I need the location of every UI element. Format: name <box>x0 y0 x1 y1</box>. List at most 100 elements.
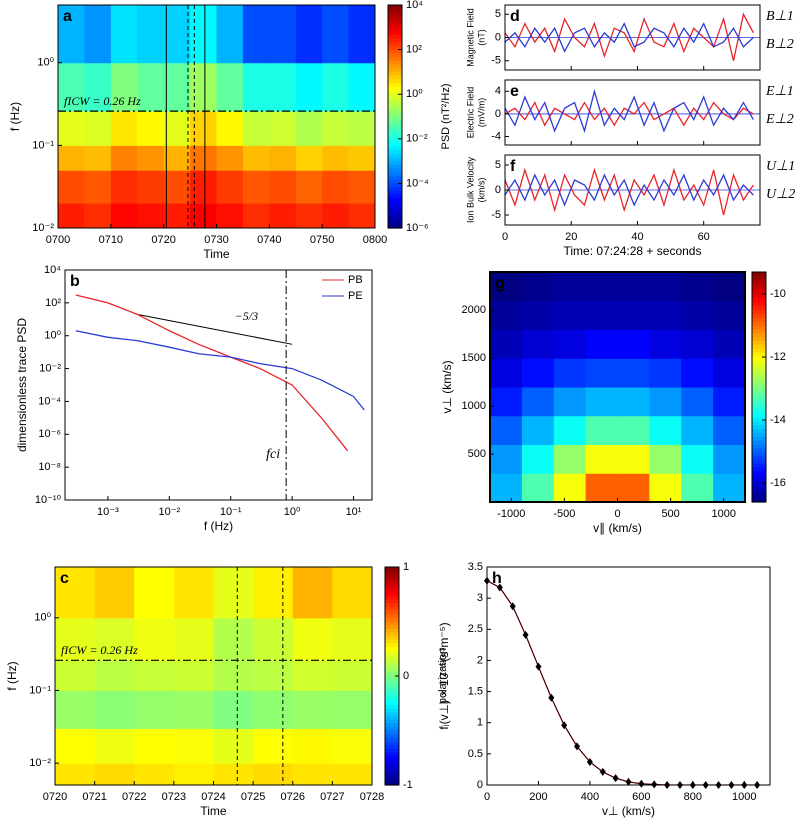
colorbar-strip <box>385 650 399 655</box>
panel-label: f <box>510 158 516 175</box>
colorbar-strip <box>388 34 402 40</box>
colorbar-strip <box>752 436 766 442</box>
colorbar-strip <box>752 417 766 423</box>
y-tick-label: 1 <box>477 717 483 729</box>
colorbar-strip <box>752 387 766 392</box>
colorbar-tick-label: 1 <box>403 561 409 573</box>
heat-cell <box>253 690 294 729</box>
colorbar-strip <box>385 759 399 764</box>
colorbar-strip <box>752 379 766 384</box>
colorbar-strip <box>388 45 402 51</box>
colorbar-strip <box>752 390 766 396</box>
heat-cell <box>649 387 682 417</box>
colorbar-strip <box>385 686 399 692</box>
colorbar-strip <box>388 94 402 99</box>
y-tick-label: 10⁻² <box>39 362 61 374</box>
colorbar-strip <box>388 201 402 207</box>
colorbar-strip <box>388 105 402 110</box>
colorbar-strip <box>385 719 399 724</box>
heat-cell <box>137 145 165 171</box>
panel: -1 0 1 polarization fICW = 0.26 Hz 0720 0721 07… <box>5 561 449 818</box>
x-tick-label: 10⁻² <box>158 506 180 518</box>
heat-cell <box>713 358 745 388</box>
x-tick-label: 0 <box>484 791 490 803</box>
heat-cell <box>292 617 333 661</box>
marker <box>612 774 619 783</box>
heat-cell <box>58 5 85 64</box>
colorbar-tick-label: 10⁻⁶ <box>406 222 429 234</box>
x-tick-label: 1000 <box>732 791 756 803</box>
colorbar-strip <box>388 8 402 14</box>
heat-cell <box>681 415 714 445</box>
marker <box>535 662 542 671</box>
heat-cell <box>269 111 297 146</box>
colorbar-strip <box>752 291 766 296</box>
heat-cell <box>58 111 85 146</box>
heat-cell <box>269 203 297 228</box>
colorbar-strip <box>385 712 399 717</box>
heat-cell <box>269 145 297 171</box>
colorbar-strip <box>385 632 399 637</box>
heat-cell <box>55 690 96 729</box>
heat-cell <box>94 567 135 619</box>
colorbar-strip <box>388 142 402 147</box>
heat-cell <box>713 444 745 474</box>
heat-cell <box>490 444 523 474</box>
heat-cell <box>332 763 372 785</box>
y-tick-label: 10⁻¹⁰ <box>35 494 62 506</box>
colorbar-strip <box>385 694 399 699</box>
heat-cell <box>163 5 191 64</box>
colorbar-strip <box>752 425 766 430</box>
y-tick-label: 10⁻⁸ <box>38 461 61 473</box>
colorbar-strip <box>752 444 766 449</box>
colorbar-strip <box>752 413 766 419</box>
series-line <box>505 167 754 216</box>
colorbar-strip <box>752 364 766 369</box>
heat-cell <box>55 617 96 661</box>
heat-cell <box>553 300 587 330</box>
heat-cell <box>137 5 165 64</box>
heat-cell <box>553 358 587 388</box>
heat-cell <box>521 387 555 417</box>
series-line <box>487 580 758 785</box>
colorbar-strip <box>388 157 402 162</box>
colorbar-strip <box>385 603 399 608</box>
plot-area <box>505 88 760 134</box>
colorbar-strip <box>388 57 402 62</box>
colorbar-tick-label: 10⁻⁴ <box>406 177 429 189</box>
colorbar-tick-label: -1 <box>403 779 413 791</box>
x-tick-label: 0725 <box>241 791 265 803</box>
heat-cell <box>292 763 333 785</box>
heat-cell <box>84 111 112 146</box>
colorbar-strip <box>385 726 399 732</box>
colorbar-strip <box>388 19 402 25</box>
heat-cell <box>713 329 745 359</box>
x-tick-label: 800 <box>684 791 702 803</box>
colorbar-strip <box>388 31 402 36</box>
marker <box>496 583 503 592</box>
colorbar-strip <box>752 356 766 361</box>
x-tick-label: 0727 <box>320 791 344 803</box>
colorbar-strip <box>388 12 402 17</box>
heat-cell <box>94 617 135 661</box>
heat-cell <box>585 329 618 359</box>
heat-cell <box>295 203 323 228</box>
y-tick-label: 10⁻² <box>32 222 54 234</box>
colorbar-strip <box>388 179 402 184</box>
colorbar-strip <box>752 452 766 457</box>
colorbar-strip <box>385 705 399 710</box>
x-tick-label: 0740 <box>257 234 281 246</box>
y-axis-label: (km/s) <box>476 178 486 203</box>
colorbar-strip <box>752 279 766 285</box>
colorbar-frame <box>751 271 767 503</box>
colorbar-strip <box>388 27 402 32</box>
y-tick-label: 0 <box>495 31 501 43</box>
colorbar-strip <box>752 329 766 334</box>
marker <box>522 630 529 639</box>
y-tick-label: 0 <box>495 184 501 196</box>
colorbar-tick-label: -14 <box>770 414 786 426</box>
heat-cell <box>490 300 523 330</box>
colorbar-strip <box>385 774 399 779</box>
colorbar-tick-label: 0 <box>403 670 409 682</box>
colorbar-strip <box>385 614 399 619</box>
